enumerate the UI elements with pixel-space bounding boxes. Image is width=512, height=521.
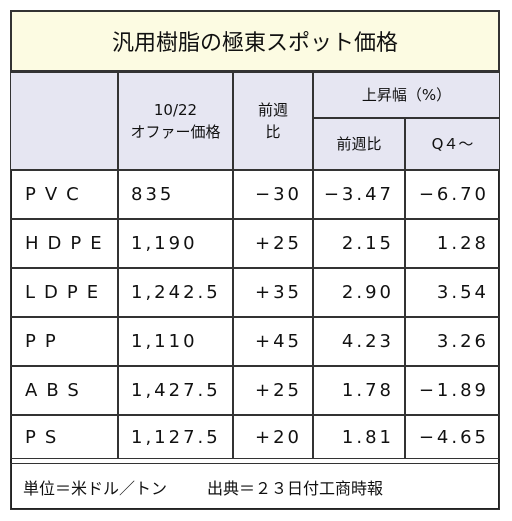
cell: −4.65 [405, 415, 500, 459]
cell: 835 [118, 170, 233, 219]
row-label: PP [10, 317, 118, 366]
cell: −3.47 [313, 170, 405, 219]
cell: −1.89 [405, 366, 500, 415]
header-text: オファー価格 [130, 123, 221, 141]
cell: 1,127.5 [118, 415, 233, 459]
title: 汎用樹脂の極東スポット価格 [10, 10, 500, 72]
row-label: LDPE [10, 268, 118, 317]
cell: +20 [233, 415, 313, 459]
cell: 4.23 [313, 317, 405, 366]
row-label: ABS [10, 366, 118, 415]
footer: 単位＝米ドル／トン 出典＝２３日付工商時報 [10, 463, 500, 510]
cell: 3.26 [405, 317, 500, 366]
cell: +45 [233, 317, 313, 366]
header-text: 10/22 [153, 101, 198, 119]
header-rise-week: 前週比 [313, 118, 405, 170]
cell: 1.78 [313, 366, 405, 415]
cell: 1,190 [118, 219, 233, 268]
cell: 2.90 [313, 268, 405, 317]
cell: +25 [233, 219, 313, 268]
footer-unit: 単位＝米ドル／トン [23, 478, 168, 498]
cell: 1,242.5 [118, 268, 233, 317]
cell: +25 [233, 366, 313, 415]
row-label: PVC [10, 170, 118, 219]
cell: −30 [233, 170, 313, 219]
cell: +35 [233, 268, 313, 317]
header-week: 前週比 [233, 72, 313, 170]
row-label: HDPE [10, 219, 118, 268]
header-blank [10, 72, 118, 170]
cell: 1.28 [405, 219, 500, 268]
header-text: 比 [265, 123, 281, 141]
cell: 1.81 [313, 415, 405, 459]
cell: 3.54 [405, 268, 500, 317]
header-rise-q4: Q４～ [405, 118, 500, 170]
header-rise: 上昇幅（%） [313, 72, 500, 118]
header-text: 前週 [257, 101, 288, 119]
row-label: PS [10, 415, 118, 459]
header-offer: 10/22 オファー価格 [118, 72, 233, 170]
cell: 1,427.5 [118, 366, 233, 415]
cell: −6.70 [405, 170, 500, 219]
cell: 1,110 [118, 317, 233, 366]
cell: 2.15 [313, 219, 405, 268]
footer-source: 出典＝２３日付工商時報 [207, 478, 384, 498]
